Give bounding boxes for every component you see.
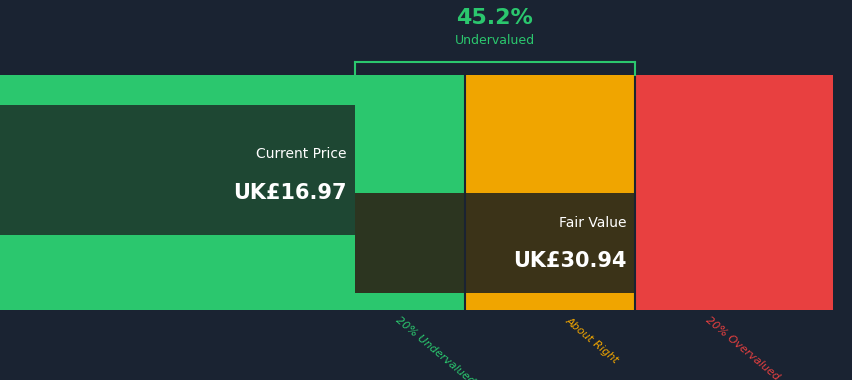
Text: 20% Undervalued: 20% Undervalued: [393, 315, 476, 380]
Bar: [634, 75, 832, 310]
Bar: [464, 75, 634, 310]
Text: About Right: About Right: [563, 315, 619, 365]
Text: UK£16.97: UK£16.97: [233, 184, 347, 203]
Text: UK£30.94: UK£30.94: [513, 251, 626, 271]
Text: Undervalued: Undervalued: [454, 33, 534, 46]
Bar: [0, 75, 464, 310]
Text: Fair Value: Fair Value: [559, 216, 626, 230]
Bar: [0, 105, 354, 235]
Bar: [354, 193, 634, 293]
Text: 20% Overvalued: 20% Overvalued: [703, 315, 780, 380]
Text: Current Price: Current Price: [256, 147, 347, 162]
Text: 45.2%: 45.2%: [456, 8, 532, 28]
